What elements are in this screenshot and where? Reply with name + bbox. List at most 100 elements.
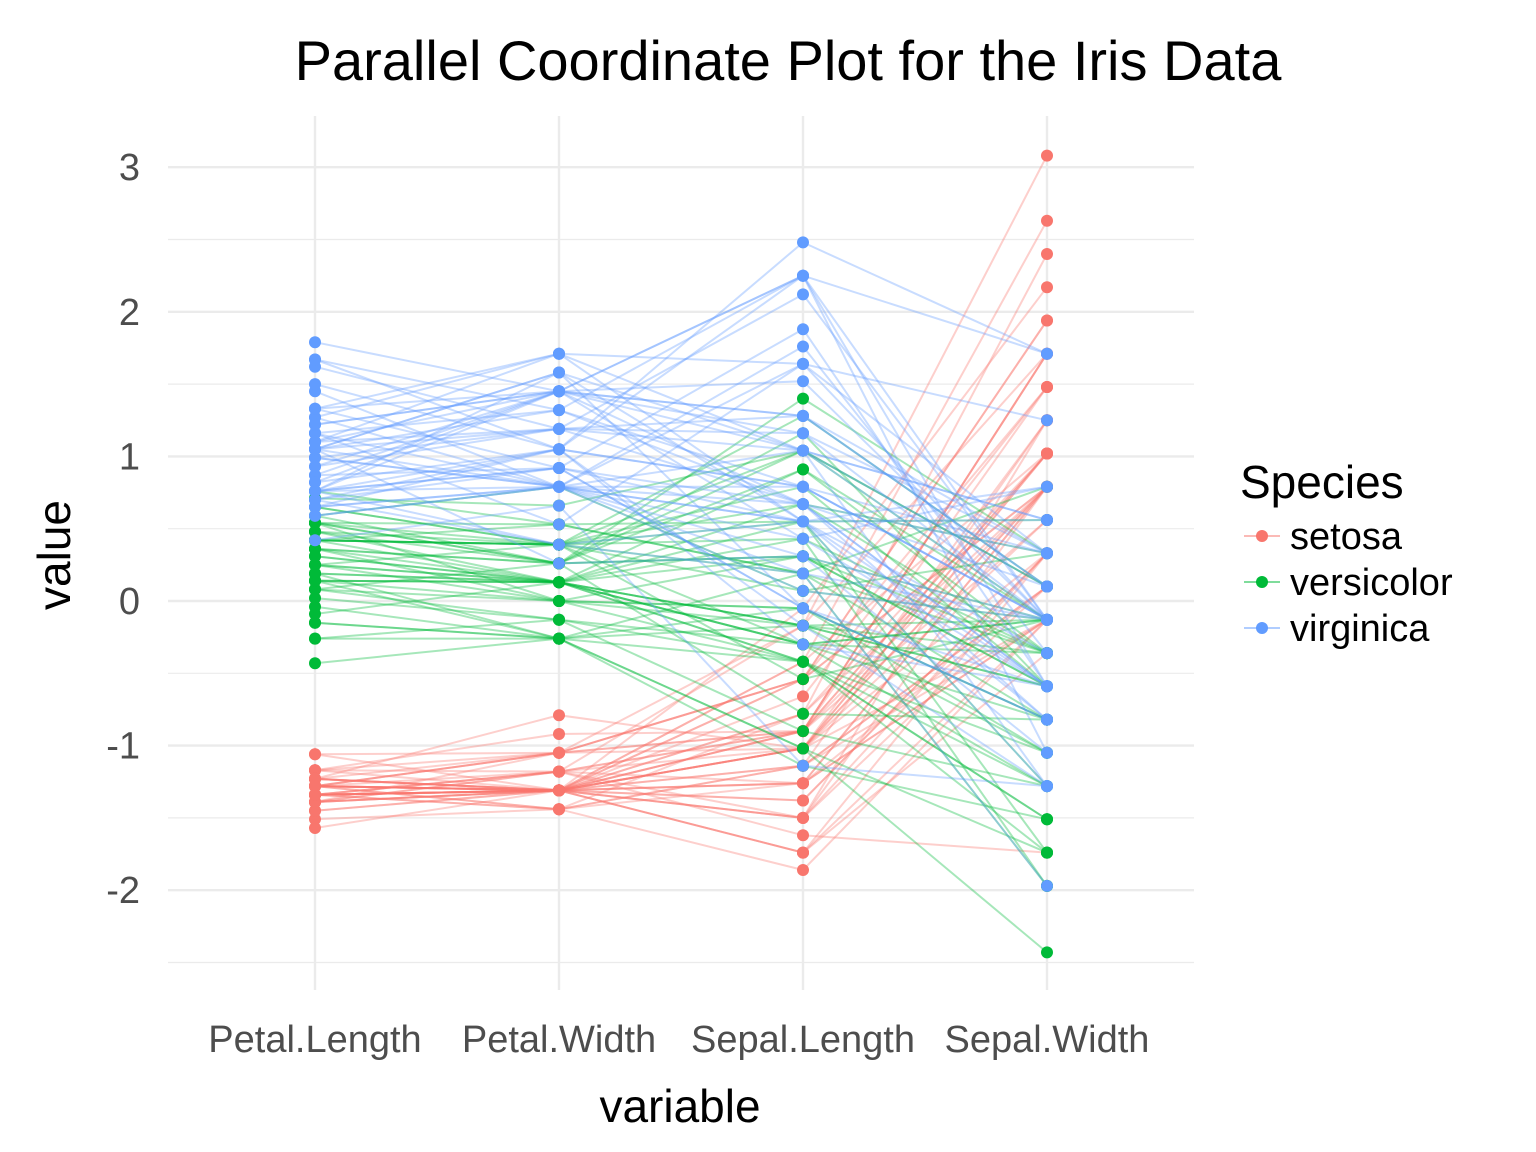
- virginica-point-48-1: [553, 385, 565, 398]
- versicolor-line-37: [314, 520, 1048, 854]
- virginica-point-2-2: [797, 375, 809, 388]
- versicolor-line-46: [314, 563, 1048, 655]
- virginica-point-31-2: [797, 236, 809, 249]
- x-axis-ticks: Petal.Length Petal.Width Sepal.Length Sepal…: [208, 1019, 1149, 1061]
- versicolor-line-22: [314, 506, 1048, 787]
- setosa-line-22: [314, 419, 1048, 829]
- virginica-line-14: [314, 371, 1048, 688]
- virginica-line-32: [314, 409, 1048, 688]
- virginica-point-38-0: [309, 509, 321, 522]
- virginica-line-49: [314, 485, 1048, 621]
- setosa-point-14-3: [1041, 281, 1053, 294]
- setosa-point-48-0: [309, 780, 321, 793]
- virginica-point-35-0: [309, 402, 321, 415]
- virginica-line-15: [314, 390, 1048, 555]
- virginica-point-46-1: [553, 462, 565, 474]
- versicolor-point-46-0: [309, 558, 321, 571]
- virginica-line-3: [314, 448, 1048, 654]
- setosa-point-13-2: [797, 864, 809, 876]
- virginica-line-23: [314, 485, 1048, 721]
- virginica-point-33-1: [553, 538, 565, 551]
- versicolor-line-13: [314, 521, 1048, 655]
- virginica-point-34-3: [1041, 746, 1053, 759]
- setosa-line-0: [314, 452, 1048, 796]
- setosa-point-35-0: [309, 804, 321, 817]
- virginica-line-37: [314, 456, 1048, 588]
- virginica-line-44: [314, 352, 1048, 521]
- setosa-line-35: [314, 552, 1048, 812]
- y-tick-label: 2: [119, 292, 140, 334]
- x-tick-label: Petal.Length: [208, 1019, 421, 1061]
- versicolor-point-43-0: [309, 657, 321, 670]
- virginica-line-21: [314, 448, 1048, 688]
- virginica-point-37-2: [797, 498, 809, 511]
- virginica-point-29-1: [553, 518, 565, 531]
- virginica-point-48-0: [309, 460, 321, 473]
- setosa-point-45-1: [553, 765, 565, 778]
- x-tick-label: Sepal.Length: [691, 1019, 915, 1061]
- virginica-point-5-2: [797, 288, 809, 301]
- setosa-line-12: [314, 618, 1048, 811]
- versicolor-line-1: [314, 503, 1048, 555]
- legend-label-versicolor: versicolor: [1290, 562, 1453, 604]
- setosa-line-5: [314, 319, 1048, 772]
- setosa-line-15: [314, 155, 1048, 788]
- setosa-line-31: [314, 486, 1048, 788]
- versicolor-line-11: [314, 543, 1048, 621]
- legend-key-point: [1256, 622, 1268, 634]
- versicolor-line-23: [314, 521, 1048, 688]
- setosa-line-27: [314, 452, 1048, 792]
- setosa-point-43-1: [553, 709, 565, 722]
- virginica-line-12: [314, 427, 1048, 621]
- virginica-line-40: [314, 371, 1048, 588]
- virginica-line-33: [314, 490, 1048, 688]
- virginica-point-49-0: [309, 485, 321, 498]
- virginica-point-48-3: [1041, 480, 1053, 493]
- legend-label-setosa: setosa: [1290, 516, 1403, 558]
- x-tick-label: Petal.Width: [462, 1019, 656, 1061]
- versicolor-point-43-3: [1041, 846, 1053, 859]
- virginica-point-7-3: [1041, 647, 1053, 660]
- y-axis-ticks: -2 -1 0 1 2 3: [106, 147, 140, 912]
- virginica-point-35-2: [797, 269, 809, 282]
- gridlines: [168, 116, 1194, 990]
- setosa-line-33: [314, 220, 1048, 796]
- virginica-line-24: [314, 427, 1048, 521]
- virginica-line-38: [314, 485, 1048, 621]
- virginica-point-43-3: [1041, 547, 1053, 560]
- virginica-point-9-3: [1041, 414, 1053, 427]
- series-lines: [314, 155, 1048, 954]
- virginica-point-34-2: [797, 550, 809, 563]
- versicolor-line-48: [314, 618, 1048, 788]
- virginica-point-29-0: [309, 427, 321, 440]
- versicolor-point-41-0: [309, 525, 321, 538]
- versicolor-line-9: [314, 562, 1048, 721]
- setosa-line-28: [314, 486, 1048, 796]
- virginica-line-25: [314, 362, 1048, 555]
- versicolor-point-32-0: [309, 583, 321, 596]
- versicolor-line-27: [314, 449, 1048, 621]
- virginica-point-31-0: [309, 378, 321, 391]
- setosa-line-25: [314, 618, 1048, 792]
- virginica-line-1: [314, 466, 1048, 721]
- virginica-point-32-1: [553, 404, 565, 417]
- versicolor-line-39: [314, 579, 1048, 787]
- virginica-point-40-1: [553, 366, 565, 379]
- virginica-line-5: [314, 293, 1048, 621]
- setosa-point-48-3: [1041, 381, 1053, 393]
- legend-key-point: [1256, 576, 1268, 588]
- setosa-line-42: [314, 552, 1048, 854]
- versicolor-line-20: [314, 485, 1048, 592]
- setosa-line-36: [314, 452, 1048, 803]
- virginica-line-19: [314, 498, 1048, 887]
- versicolor-line-21: [314, 555, 1048, 688]
- versicolor-line-5: [314, 539, 1048, 688]
- versicolor-line-12: [314, 572, 1048, 887]
- versicolor-point-48-2: [797, 725, 809, 738]
- setosa-point-48-2: [797, 690, 809, 703]
- virginica-line-28: [314, 427, 1048, 688]
- versicolor-line-28: [314, 539, 1048, 655]
- setosa-line-13: [314, 619, 1048, 872]
- setosa-line-29: [314, 552, 1048, 802]
- virginica-line-17: [314, 274, 1048, 412]
